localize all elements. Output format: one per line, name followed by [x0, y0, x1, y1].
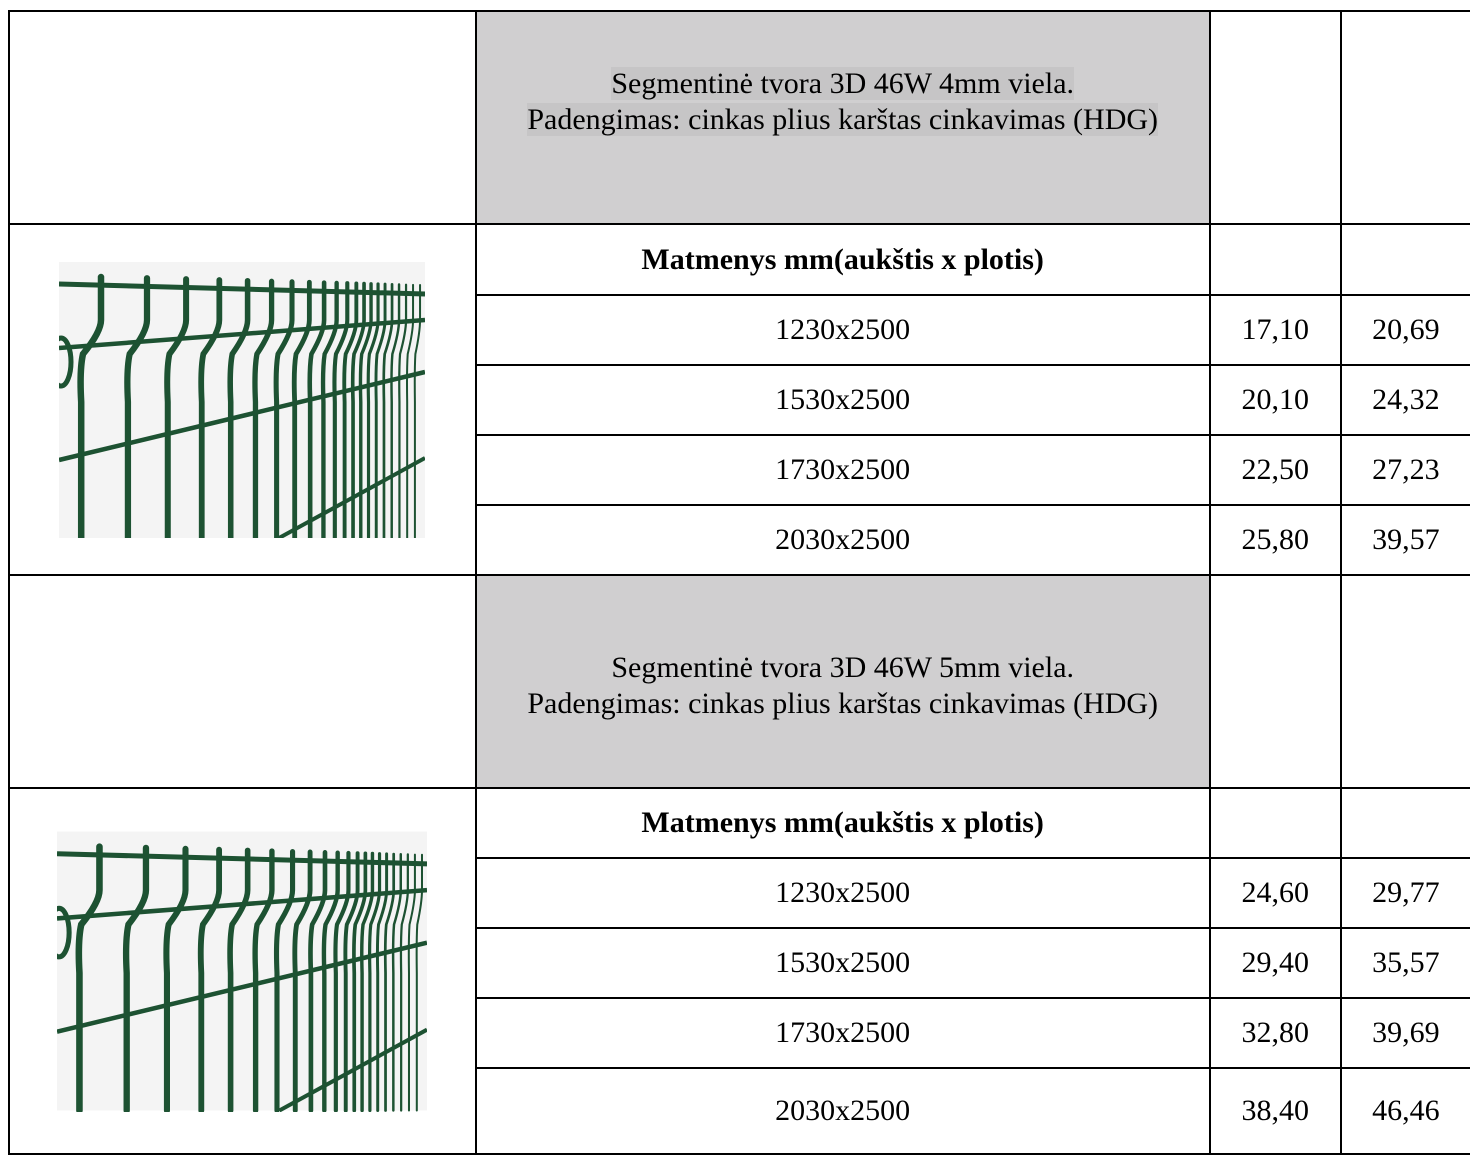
price-vat-cell: 39,57 [1339, 504, 1470, 576]
price-cell: 22,50 [1208, 434, 1342, 506]
price-vat-cell: 29,77 [1339, 857, 1470, 929]
fence-panel-icon [57, 831, 428, 1112]
price-cell: 17,10 [1208, 294, 1342, 366]
empty-cell [8, 574, 477, 789]
size-cell: 1730x2500 [474, 434, 1211, 506]
section-title: Segmentinė tvora 3D 46W 5mm viela. Padeng… [474, 574, 1211, 789]
title-line-2: Padengimas: cinkas plius karštas cinkavi… [527, 103, 1159, 136]
size-cell: 1230x2500 [474, 294, 1211, 366]
section-header-row: Segmentinė tvora 3D 46W 5mm viela. Padeng… [8, 574, 1470, 789]
dim-header-row: Matmenys mm(aukštis x plotis) [8, 787, 1470, 1155]
price-cell: 38,40 [1208, 1067, 1342, 1155]
empty-cell [1339, 574, 1470, 789]
price-cell: 32,80 [1208, 997, 1342, 1069]
table-row: 1530x2500 29,40 35,57 [9, 927, 1470, 999]
price-cell: 20,10 [1208, 364, 1342, 436]
table-row: 2030x2500 25,80 39,57 [9, 504, 1470, 576]
price-vat-cell: 46,46 [1339, 1067, 1470, 1155]
empty-cell [8, 10, 477, 225]
size-cell: 1530x2500 [474, 927, 1211, 999]
section-title: Segmentinė tvora 3D 46W 4mm viela. Padeng… [474, 10, 1211, 225]
size-cell: 2030x2500 [474, 504, 1211, 576]
fence-image-cell [8, 787, 477, 1155]
empty-cell [1208, 10, 1342, 225]
price-vat-cell: 39,69 [1339, 997, 1470, 1069]
fence-panel-icon [59, 261, 426, 538]
table-row: 2030x2500 38,40 46,46 [9, 1067, 1470, 1155]
dimensions-header: Matmenys mm(aukštis x plotis) [474, 787, 1211, 859]
fence-image-cell [8, 223, 477, 576]
table-row: 1530x2500 20,10 24,32 [9, 364, 1470, 436]
empty-cell [1339, 10, 1470, 225]
table-row: 1230x2500 17,10 20,69 [9, 294, 1470, 366]
dimensions-header: Matmenys mm(aukštis x plotis) [474, 223, 1211, 296]
price-vat-cell: 24,32 [1339, 364, 1470, 436]
empty-cell [1208, 574, 1342, 789]
table-row: 1230x2500 24,60 29,77 [9, 857, 1470, 929]
empty-cell [1339, 787, 1470, 859]
price-cell: 29,40 [1208, 927, 1342, 999]
price-vat-cell: 27,23 [1339, 434, 1470, 506]
empty-cell [1208, 787, 1342, 859]
size-cell: 1530x2500 [474, 364, 1211, 436]
price-cell: 25,80 [1208, 504, 1342, 576]
title-line-1: Segmentinė tvora 3D 46W 5mm viela. [611, 651, 1075, 684]
price-table: Segmentinė tvora 3D 46W 4mm viela. Padeng… [8, 10, 1470, 1155]
dim-header-row: Matmenys mm(aukštis x plotis) [8, 223, 1470, 576]
price-vat-cell: 35,57 [1339, 927, 1470, 999]
empty-cell [1208, 223, 1342, 296]
table-row: 1730x2500 32,80 39,69 [9, 997, 1470, 1069]
table-row: 1730x2500 22,50 27,23 [9, 434, 1470, 506]
price-cell: 24,60 [1208, 857, 1342, 929]
title-line-2: Padengimas: cinkas plius karštas cinkavi… [527, 687, 1159, 720]
empty-cell [1339, 223, 1470, 296]
size-cell: 1730x2500 [474, 997, 1211, 1069]
title-line-1: Segmentinė tvora 3D 46W 4mm viela. [611, 67, 1075, 100]
price-vat-cell: 20,69 [1339, 294, 1470, 366]
section-header-row: Segmentinė tvora 3D 46W 4mm viela. Padeng… [8, 10, 1470, 225]
size-cell: 1230x2500 [474, 857, 1211, 929]
size-cell: 2030x2500 [474, 1067, 1211, 1155]
